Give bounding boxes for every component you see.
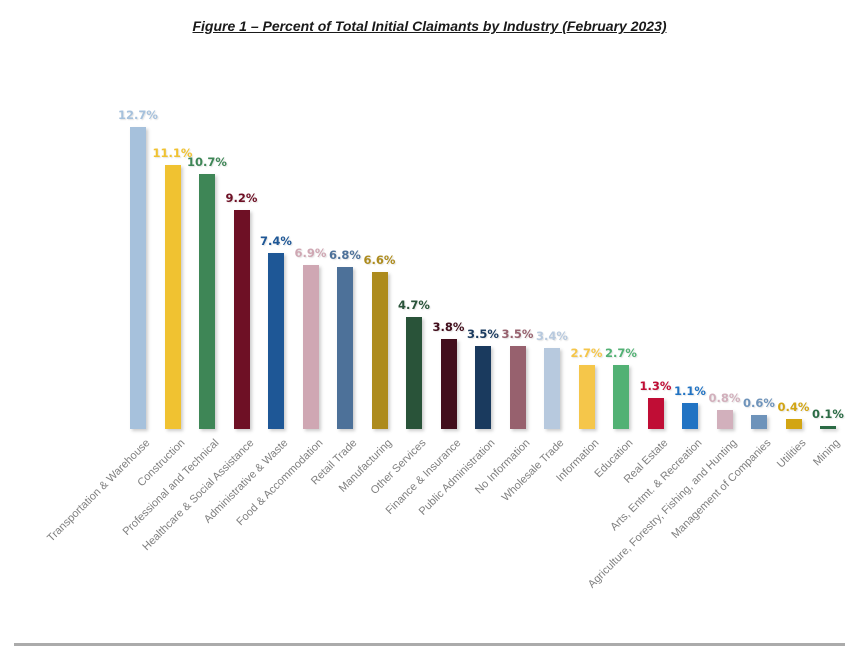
bar	[268, 253, 284, 429]
bar-value-label: 3.5%	[467, 327, 499, 341]
bar-value-label: 0.4%	[777, 400, 810, 414]
bar	[475, 346, 491, 429]
bar-value-label: 0.1%	[812, 407, 844, 421]
bar-value-label: 10.7%	[187, 155, 227, 169]
bar	[406, 317, 422, 429]
footer-divider	[14, 643, 845, 646]
bar	[302, 265, 319, 429]
bar-value-label: 4.7%	[398, 298, 430, 312]
bar-value-label: 6.6%	[363, 253, 396, 267]
bar	[199, 174, 215, 429]
bar	[371, 272, 388, 429]
bar	[820, 426, 836, 429]
bar-value-label: 9.2%	[225, 191, 258, 205]
bar	[613, 365, 629, 429]
chart-title: Figure 1 – Percent of Total Initial Clai…	[192, 18, 667, 34]
bar	[337, 267, 353, 429]
bar-value-label: 6.9%	[294, 246, 327, 260]
bar	[164, 165, 181, 429]
bar-value-label: 7.4%	[260, 234, 292, 248]
bar	[130, 127, 146, 429]
bar-value-label: 0.8%	[708, 391, 741, 405]
bar	[578, 365, 595, 429]
bar-value-label: 2.7%	[605, 346, 637, 360]
bar	[751, 415, 767, 429]
bar-value-label: 3.5%	[501, 327, 534, 341]
bar	[440, 339, 457, 429]
bar	[544, 348, 560, 429]
bar	[785, 419, 802, 429]
bar	[647, 398, 664, 429]
bar	[682, 403, 698, 429]
bar-value-label: 3.4%	[536, 329, 568, 343]
bar	[716, 410, 733, 429]
bar-value-label: 0.6%	[743, 396, 775, 410]
bar-value-label: 11.1%	[152, 146, 193, 160]
bar-value-label: 1.3%	[639, 379, 672, 393]
bar-value-label: 3.8%	[432, 320, 465, 334]
bar-value-label: 2.7%	[570, 346, 603, 360]
bar-value-label: 1.1%	[674, 384, 706, 398]
bar-value-label: 6.8%	[329, 248, 361, 262]
bar-value-label: 12.7%	[118, 108, 158, 122]
bar	[509, 346, 526, 429]
bar	[233, 210, 250, 429]
